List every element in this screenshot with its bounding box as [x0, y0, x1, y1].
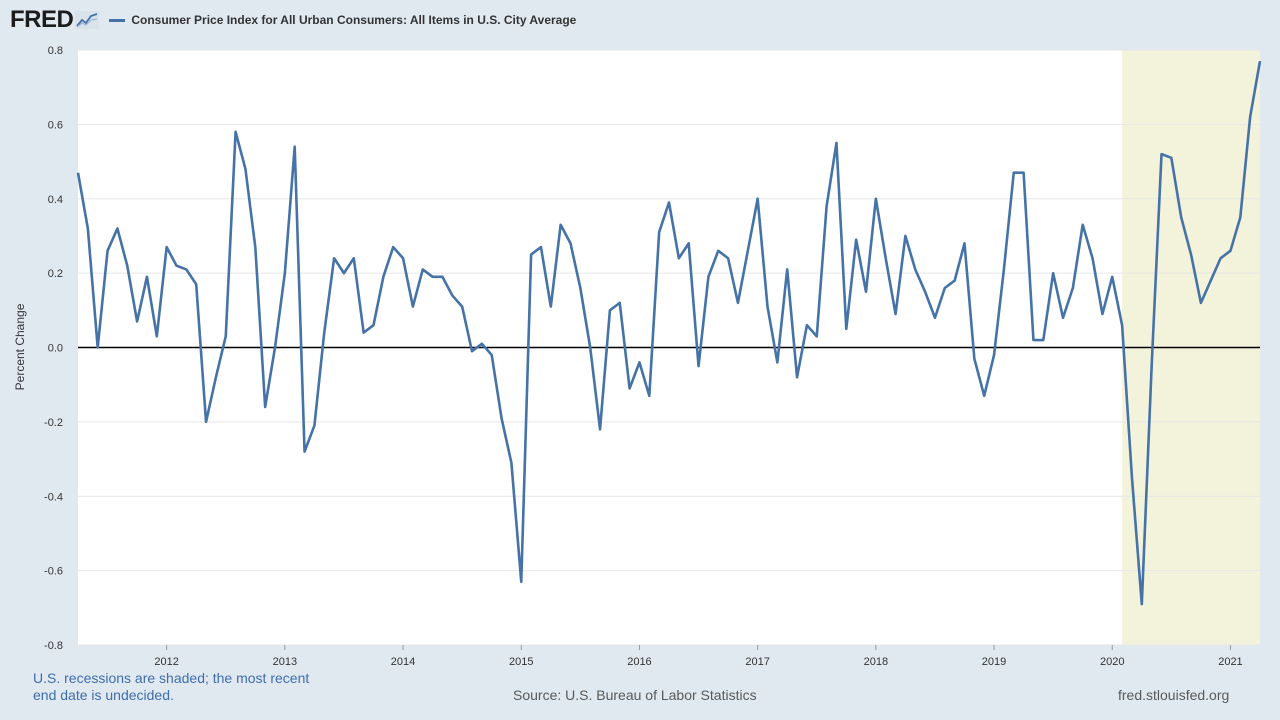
y-tick-label: -0.8 [44, 640, 63, 652]
fred-logo[interactable]: FRED [10, 6, 100, 34]
source-text: Source: U.S. Bureau of Labor Statistics [513, 687, 757, 703]
fred-logo-text: FRED [10, 6, 74, 33]
series-layer [76, 60, 1262, 606]
y-axis-label: Percent Change [13, 303, 27, 390]
x-tick-label: 2016 [627, 656, 651, 668]
legend-swatch [109, 18, 126, 22]
x-tick-label: 2019 [982, 656, 1006, 668]
y-axis-ticks: -0.8 -0.6 -0.4 -0.2 0.0 0.2 0.4 0.6 0.8 [44, 45, 63, 652]
legend: Consumer Price Index for All Urban Consu… [109, 13, 576, 27]
x-tick-label: 2021 [1218, 656, 1242, 668]
cpi-series-line [76, 60, 1262, 606]
recession-note: U.S. recessions are shaded; the most rec… [33, 670, 310, 703]
x-tick-label: 2015 [509, 656, 533, 668]
y-tick-label: 0.4 [48, 194, 63, 206]
x-tick-label: 2018 [864, 656, 888, 668]
header: FRED Consumer Price Index for All Urban … [10, 6, 576, 34]
gridlines [78, 49, 1260, 646]
x-tick-label: 2014 [391, 656, 415, 668]
x-tick-label: 2020 [1100, 656, 1124, 668]
x-tick-label: 2013 [273, 656, 297, 668]
y-tick-label: 0.0 [48, 343, 63, 355]
y-tick-label: 0.2 [48, 268, 63, 280]
y-tick-label: -0.4 [44, 491, 63, 503]
x-axis-ticks: 2012 2013 2014 2015 2016 2017 2018 2019 2020 2021 [154, 645, 1243, 668]
y-tick-label: 0.6 [48, 119, 63, 131]
chart-line-icon [75, 11, 100, 29]
x-tick-label: 2012 [154, 656, 178, 668]
y-tick-label: -0.2 [44, 417, 63, 429]
y-tick-label: -0.6 [44, 566, 63, 578]
fred-url-link[interactable]: fred.stlouisfed.org [1118, 687, 1230, 703]
y-tick-label: 0.8 [48, 45, 63, 57]
x-tick-label: 2017 [745, 656, 769, 668]
legend-series-label: Consumer Price Index for All Urban Consu… [131, 13, 577, 27]
